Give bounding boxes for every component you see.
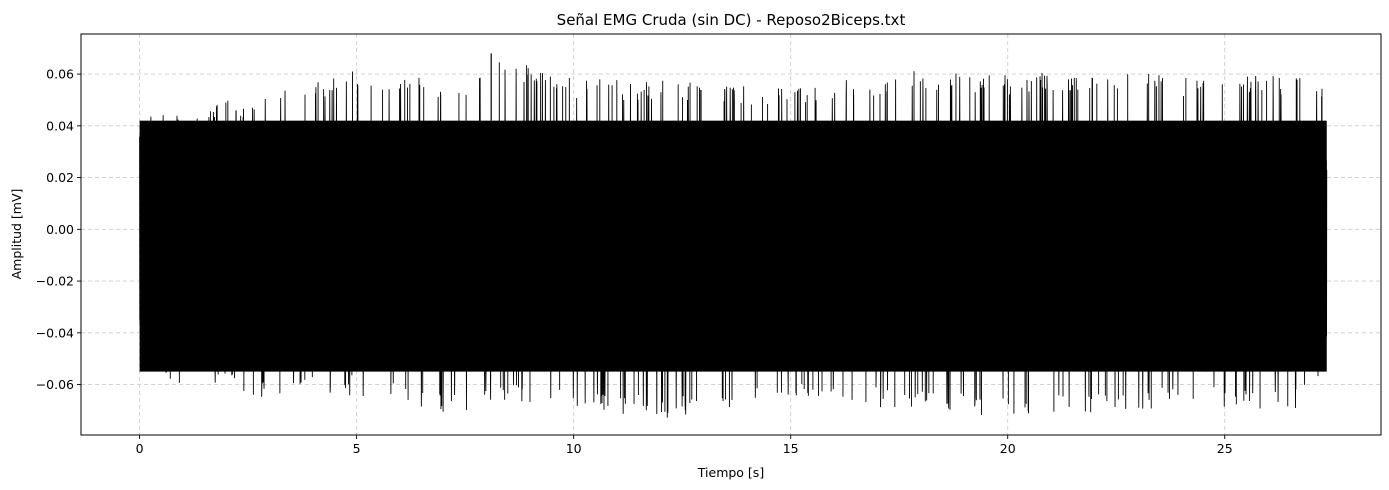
x-tick-label: 25 — [1217, 441, 1233, 456]
x-tick-label: 20 — [1000, 441, 1016, 456]
y-tick-label: 0.00 — [46, 222, 74, 237]
y-tick-label: −0.06 — [36, 377, 74, 392]
x-tick-label: 15 — [783, 441, 799, 456]
x-tick-label: 5 — [353, 441, 361, 456]
x-tick-label: 0 — [136, 441, 144, 456]
y-axis-label: Amplitud [mV] — [9, 189, 24, 280]
x-tick-label: 10 — [566, 441, 582, 456]
y-tick-label: 0.02 — [46, 170, 74, 185]
y-axis-ticks: −0.06 −0.04 −0.02 0.00 0.02 0.04 0.06 — [36, 67, 81, 392]
plot-frame — [80, 33, 1382, 436]
y-tick-label: 0.04 — [46, 118, 74, 133]
y-tick-label: −0.04 — [36, 325, 74, 340]
x-axis-ticks: 0 5 10 15 20 25 — [136, 435, 1233, 456]
y-tick-label: 0.06 — [46, 67, 74, 82]
x-axis-label: Tiempo [s] — [697, 465, 764, 480]
emg-signal-core — [139, 120, 1327, 372]
signal-series — [139, 53, 1328, 418]
chart-title: Señal EMG Cruda (sin DC) - Reposo2Biceps… — [557, 11, 906, 29]
y-tick-label: −0.02 — [36, 274, 74, 289]
